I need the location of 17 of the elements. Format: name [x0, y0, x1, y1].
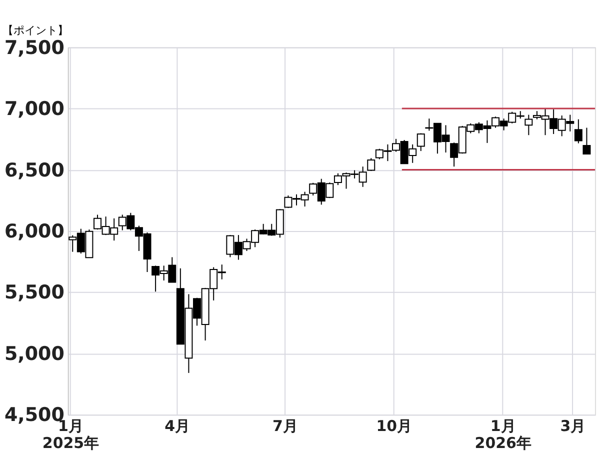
candlestick: [574, 118, 582, 144]
y-tick-label: 7,500: [4, 36, 64, 59]
x-tick-label: 4月: [164, 417, 190, 436]
y-tick-label: 5,500: [4, 282, 64, 304]
candlestick: [416, 132, 425, 152]
y-tick-label: 6,000: [4, 220, 64, 242]
y-tick-label: 6,500: [4, 159, 64, 182]
y-tick-label: 5,000: [4, 342, 64, 365]
x-tick-label: 10月: [376, 417, 412, 436]
candlestick: [367, 158, 376, 172]
x-tick-label: 7月: [272, 417, 298, 436]
candlestick: [524, 114, 533, 136]
y-axis-title: 【ポイント】: [2, 24, 68, 37]
y-tick-label: 7,000: [4, 98, 64, 120]
candlestick: [582, 127, 591, 154]
x-tick-label: 1月 2026年: [474, 417, 532, 452]
x-tick-label: 3月: [560, 417, 586, 436]
